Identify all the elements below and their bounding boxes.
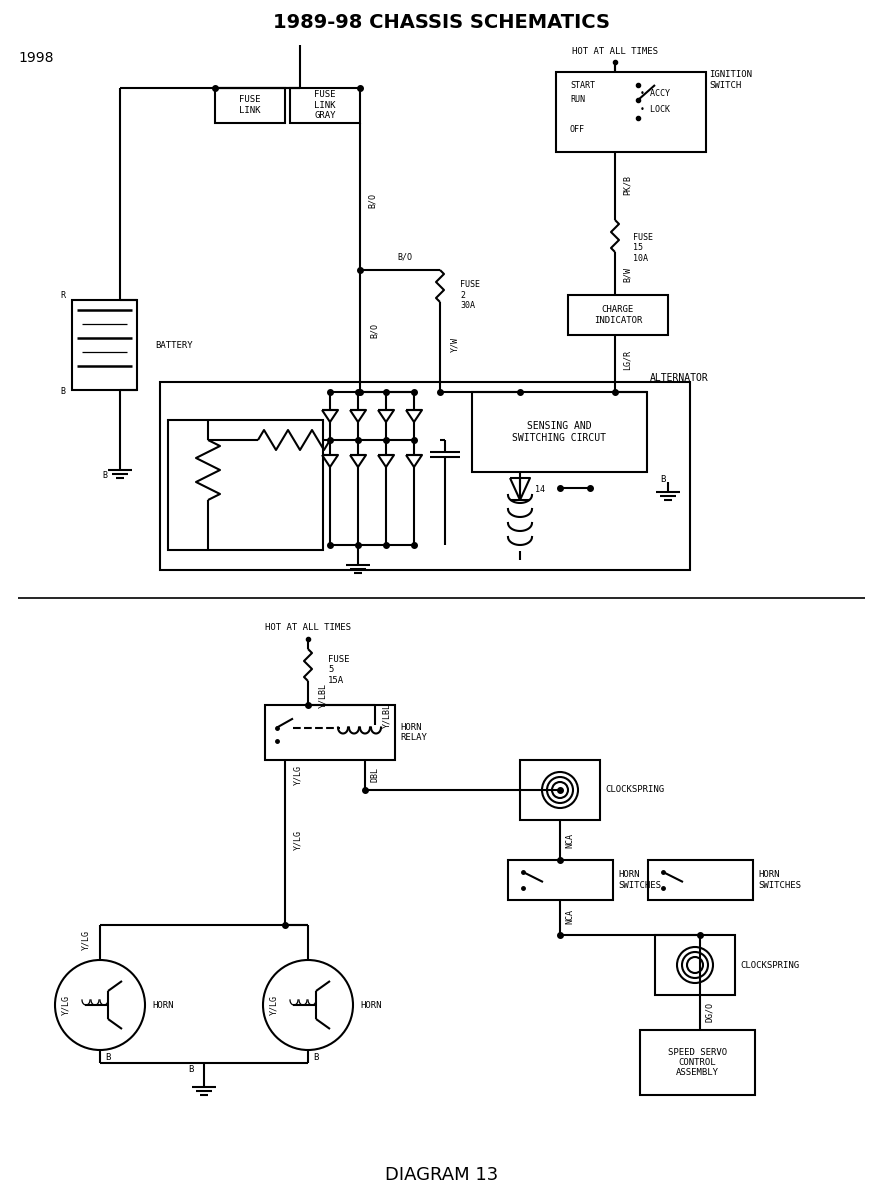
Bar	[655, 935, 735, 995]
Text: Y/LG: Y/LG	[293, 830, 302, 850]
Text: HORN
SWITCHES: HORN SWITCHES	[618, 870, 661, 889]
Text: HOT AT ALL TIMES: HOT AT ALL TIMES	[265, 623, 351, 631]
Text: FUSE
15
10A: FUSE 15 10A	[633, 233, 653, 263]
Text: PK/B: PK/B	[623, 175, 632, 194]
Text: Y/LG: Y/LG	[81, 930, 90, 950]
Text: CLOCKSPRING: CLOCKSPRING	[605, 786, 664, 794]
Bar	[508, 860, 613, 900]
Bar	[72, 300, 137, 390]
Text: OFF: OFF	[570, 126, 585, 134]
Text: 1998: 1998	[18, 50, 54, 65]
Text: BATTERY: BATTERY	[155, 341, 192, 349]
Text: Y/LG: Y/LG	[293, 766, 302, 785]
Text: HORN: HORN	[152, 1001, 173, 1009]
Bar	[520, 760, 600, 820]
Text: START: START	[570, 80, 595, 90]
Text: B: B	[189, 1066, 194, 1074]
Text: IGNITION
SWITCH: IGNITION SWITCH	[709, 71, 752, 90]
Text: ALTERNATOR: ALTERNATOR	[650, 373, 709, 383]
Text: B/O: B/O	[397, 253, 412, 262]
Text: HORN: HORN	[360, 1001, 381, 1009]
Text: • LOCK: • LOCK	[640, 106, 670, 114]
Text: NCA: NCA	[565, 910, 574, 924]
Text: SPEED SERVO
CONTROL
ASSEMBLY: SPEED SERVO CONTROL ASSEMBLY	[668, 1048, 727, 1078]
Text: B: B	[660, 475, 666, 485]
Text: Y/W: Y/W	[450, 337, 459, 353]
Text: B: B	[102, 472, 108, 480]
Text: RUN: RUN	[570, 96, 585, 104]
Text: Y/LBL: Y/LBL	[318, 683, 327, 708]
Text: SENSING AND
SWITCHING CIRCUT: SENSING AND SWITCHING CIRCUT	[512, 421, 607, 443]
Bar	[160, 382, 690, 570]
Text: HORN
SWITCHES: HORN SWITCHES	[758, 870, 801, 889]
Bar	[640, 1030, 755, 1094]
Text: FUSE
2
30A: FUSE 2 30A	[460, 280, 480, 310]
Text: DIAGRAM 13: DIAGRAM 13	[385, 1166, 498, 1184]
Text: B/W: B/W	[623, 268, 632, 282]
Bar	[648, 860, 753, 900]
Bar	[215, 88, 285, 122]
Text: 1989-98 CHASSIS SCHEMATICS: 1989-98 CHASSIS SCHEMATICS	[273, 12, 610, 31]
Text: FUSE
LINK
GRAY: FUSE LINK GRAY	[314, 90, 336, 120]
Text: B/O: B/O	[370, 323, 379, 337]
Text: B/O: B/O	[368, 192, 377, 208]
Text: DG/O: DG/O	[705, 1002, 714, 1022]
Text: Y/LBL: Y/LBL	[382, 702, 391, 727]
Text: 14: 14	[535, 486, 545, 494]
Text: CHARGE
INDICATOR: CHARGE INDICATOR	[593, 305, 642, 325]
Bar	[265, 704, 395, 760]
Bar	[568, 295, 668, 335]
Text: B: B	[313, 1052, 319, 1062]
Text: HOT AT ALL TIMES: HOT AT ALL TIMES	[572, 48, 658, 56]
Bar	[290, 88, 360, 122]
Bar	[472, 392, 647, 472]
Text: B: B	[105, 1052, 110, 1062]
Text: FUSE
5
15A: FUSE 5 15A	[328, 655, 350, 685]
Text: • ACCY: • ACCY	[640, 89, 670, 97]
Text: R: R	[61, 290, 65, 300]
Bar	[168, 420, 323, 550]
Text: CLOCKSPRING: CLOCKSPRING	[740, 960, 799, 970]
Text: HORN
RELAY: HORN RELAY	[400, 722, 426, 742]
Text: Y/LG: Y/LG	[269, 995, 278, 1015]
Text: NCA: NCA	[565, 833, 574, 847]
Bar	[556, 72, 706, 152]
Text: B: B	[61, 388, 65, 396]
Text: FUSE
LINK: FUSE LINK	[239, 95, 260, 115]
Text: DBL: DBL	[370, 768, 379, 782]
Text: LG/R: LG/R	[623, 350, 632, 370]
Text: Y/LG: Y/LG	[61, 995, 70, 1015]
